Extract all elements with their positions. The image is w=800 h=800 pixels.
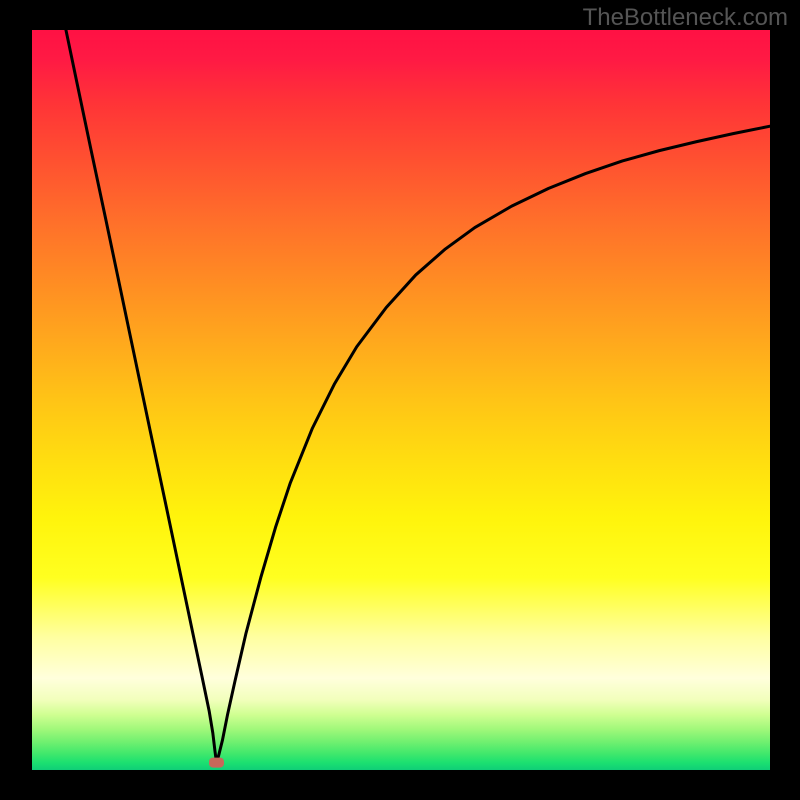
bottleneck-chart [0, 0, 800, 800]
watermark-text: TheBottleneck.com [583, 4, 788, 32]
min-marker [209, 758, 224, 768]
